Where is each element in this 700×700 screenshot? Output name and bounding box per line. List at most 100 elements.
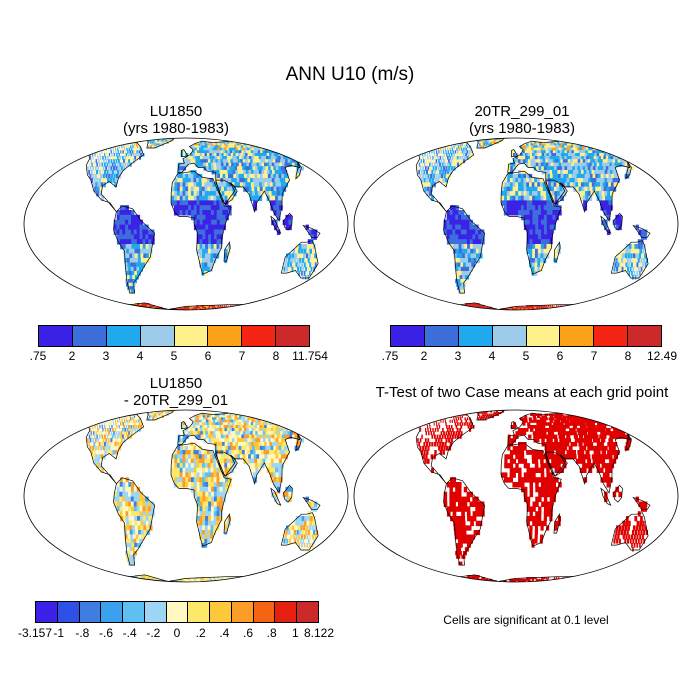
grid-cell — [185, 182, 189, 188]
grid-cell — [110, 422, 112, 426]
grid-cell — [412, 141, 414, 144]
grid-cell — [130, 159, 133, 164]
grid-cell — [561, 182, 566, 188]
grid-cell — [260, 178, 266, 183]
grid-cell — [418, 306, 425, 309]
grid-cell — [216, 229, 221, 235]
grid-cell — [273, 415, 279, 419]
grid-cell — [554, 311, 555, 312]
grid-cell — [548, 309, 550, 310]
grid-cell — [606, 214, 611, 221]
grid-cell — [433, 159, 435, 164]
grid-cell — [199, 210, 203, 216]
grid-cell — [548, 153, 553, 157]
grid-cell — [585, 311, 587, 312]
grid-cell — [131, 412, 132, 415]
grid-cell — [270, 159, 275, 164]
grid-cell — [571, 309, 572, 310]
grid-cell — [574, 178, 579, 183]
grid-cell — [429, 147, 430, 151]
grid-cell — [183, 150, 186, 154]
grid-cell — [548, 145, 553, 149]
grid-cell — [520, 195, 525, 201]
grid-cell — [537, 266, 541, 272]
grid-cell — [138, 150, 141, 154]
grid-cell — [601, 145, 608, 149]
grid-cell — [133, 224, 138, 231]
grid-cell — [466, 219, 470, 226]
grid-cell — [165, 412, 168, 415]
grid-cell — [101, 145, 102, 149]
grid-cell — [207, 258, 211, 264]
grid-cell — [233, 434, 238, 439]
grid-cell — [149, 412, 151, 415]
grid-cell — [635, 224, 639, 231]
grid-cell — [127, 279, 132, 284]
grid-cell — [518, 210, 522, 216]
grid-cell — [204, 253, 209, 259]
grid-cell — [155, 415, 158, 419]
grid-cell — [534, 311, 536, 312]
grid-cell — [295, 413, 303, 416]
grid-cell — [110, 419, 112, 423]
grid-cell — [554, 309, 555, 310]
grid-cell — [512, 205, 516, 211]
grid-cell — [422, 143, 424, 147]
grid-cell — [270, 200, 274, 206]
grid-cell — [432, 306, 439, 309]
grid-cell — [458, 210, 462, 216]
grid-cell — [208, 205, 212, 211]
grid-cell — [600, 156, 606, 160]
grid-cell — [600, 186, 606, 192]
grid-cell — [535, 210, 539, 216]
grid-cell — [205, 234, 209, 240]
grid-cell — [423, 311, 429, 312]
grid-cell — [270, 205, 275, 211]
grid-cell — [150, 138, 152, 140]
grid-cell — [227, 159, 232, 164]
grid-cell — [448, 173, 452, 179]
grid-cell — [185, 156, 189, 160]
grid-cell — [463, 309, 469, 310]
grid-cell — [148, 229, 152, 235]
grid-cell — [216, 170, 221, 175]
grid-cell — [130, 311, 135, 312]
grid-cell — [588, 140, 594, 143]
grid-cell — [601, 147, 608, 151]
grid-cell — [412, 306, 419, 309]
grid-cell — [633, 253, 636, 259]
grid-cell — [145, 244, 150, 250]
grid-cell — [111, 306, 117, 309]
grid-cell — [119, 162, 122, 167]
grid-cell — [532, 210, 536, 216]
grid-cell — [195, 306, 199, 309]
grid-cell — [128, 234, 132, 240]
grid-cell — [258, 178, 263, 183]
grid-cell — [625, 141, 633, 144]
grid-cell — [202, 415, 206, 419]
grid-cell — [177, 173, 181, 179]
grid-cell — [201, 308, 204, 310]
grid-cell — [199, 224, 204, 231]
grid-cell — [454, 262, 459, 268]
grid-cell — [132, 253, 136, 259]
grid-cell — [297, 253, 300, 259]
grid-cell — [494, 138, 496, 139]
grid-cell — [526, 191, 530, 197]
grid-cell — [230, 153, 235, 157]
grid-cell — [99, 143, 101, 147]
grid-cell — [99, 191, 102, 197]
grid-cell — [78, 417, 80, 421]
grid-cell — [126, 311, 131, 312]
grid-cell — [558, 162, 563, 167]
grid-cell — [213, 229, 218, 235]
grid-cell — [257, 306, 259, 309]
grid-cell — [151, 140, 153, 143]
grid-cell — [258, 156, 264, 160]
grid-cell — [224, 170, 229, 175]
grid-cell — [103, 442, 106, 447]
grid-cell — [458, 159, 460, 164]
grid-cell — [542, 306, 544, 309]
grid-cell — [208, 141, 212, 144]
grid-cell — [253, 140, 259, 143]
